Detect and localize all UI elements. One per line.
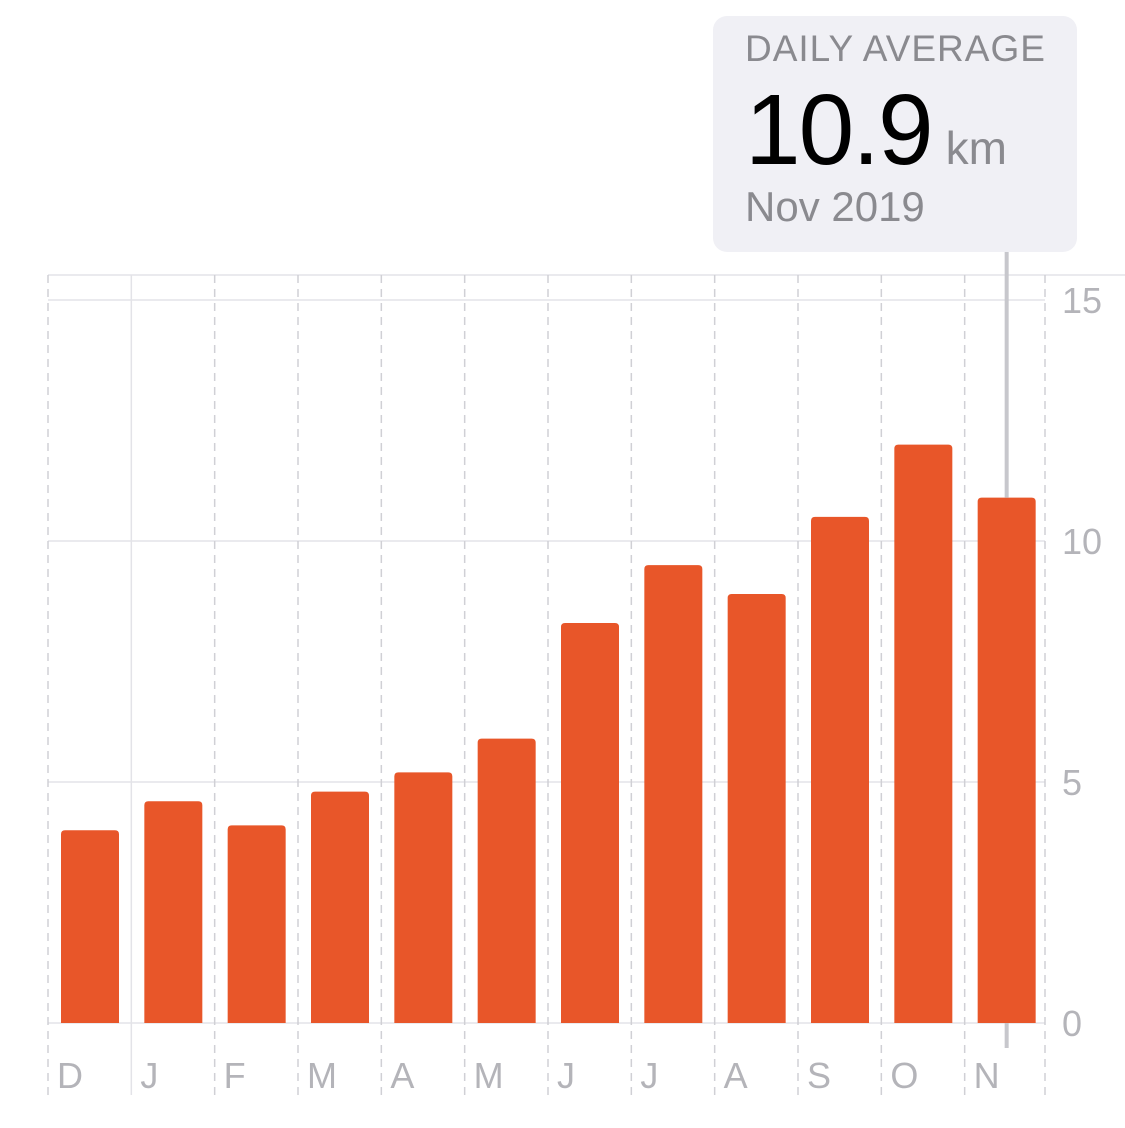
bar-j-1[interactable] bbox=[144, 801, 203, 1023]
bar-a-8[interactable] bbox=[727, 594, 786, 1023]
bar-j-7[interactable] bbox=[644, 565, 703, 1023]
x-tick-label: O bbox=[890, 1055, 918, 1096]
x-tick-label: J bbox=[557, 1055, 575, 1096]
bar-d-0[interactable] bbox=[61, 830, 119, 1023]
y-tick-label: 10 bbox=[1062, 521, 1102, 562]
callout-date: Nov 2019 bbox=[745, 183, 925, 230]
bar-s-9[interactable] bbox=[811, 516, 869, 1023]
x-tick-label: M bbox=[474, 1055, 504, 1096]
x-tick-label: D bbox=[57, 1055, 83, 1096]
bar-layer bbox=[61, 444, 1036, 1024]
y-tick-label: 15 bbox=[1062, 280, 1102, 321]
bar-o-10[interactable] bbox=[894, 444, 953, 1024]
bar-m-3[interactable] bbox=[311, 791, 369, 1023]
x-tick-label: N bbox=[974, 1055, 1000, 1096]
callout-value-row: 10.9 km bbox=[745, 80, 1077, 180]
callout-unit: km bbox=[945, 122, 1007, 174]
callout-value: 10.9 bbox=[745, 74, 934, 186]
bar-a-4[interactable] bbox=[394, 772, 453, 1023]
bar-m-5[interactable] bbox=[477, 738, 536, 1023]
daily-average-callout: DAILY AVERAGE 10.9 km Nov 2019 bbox=[713, 16, 1077, 252]
label-layer: 0 5 10 15 D J F M A M J J A S O N bbox=[57, 280, 1102, 1096]
x-tick-label: A bbox=[390, 1055, 414, 1096]
y-tick-label: 0 bbox=[1062, 1003, 1082, 1044]
x-tick-label: J bbox=[640, 1055, 658, 1096]
grid-layer bbox=[47, 274, 1125, 1095]
x-tick-label: J bbox=[140, 1055, 158, 1096]
x-tick-label: A bbox=[724, 1055, 748, 1096]
bar-n-11[interactable] bbox=[977, 497, 1036, 1023]
x-tick-label: S bbox=[807, 1055, 831, 1096]
x-tick-label: M bbox=[307, 1055, 337, 1096]
bar-j-6[interactable] bbox=[561, 622, 619, 1023]
bar-f-2[interactable] bbox=[227, 825, 286, 1023]
y-tick-label: 5 bbox=[1062, 762, 1082, 803]
callout-title: DAILY AVERAGE bbox=[745, 28, 1046, 69]
x-tick-label: F bbox=[224, 1055, 246, 1096]
